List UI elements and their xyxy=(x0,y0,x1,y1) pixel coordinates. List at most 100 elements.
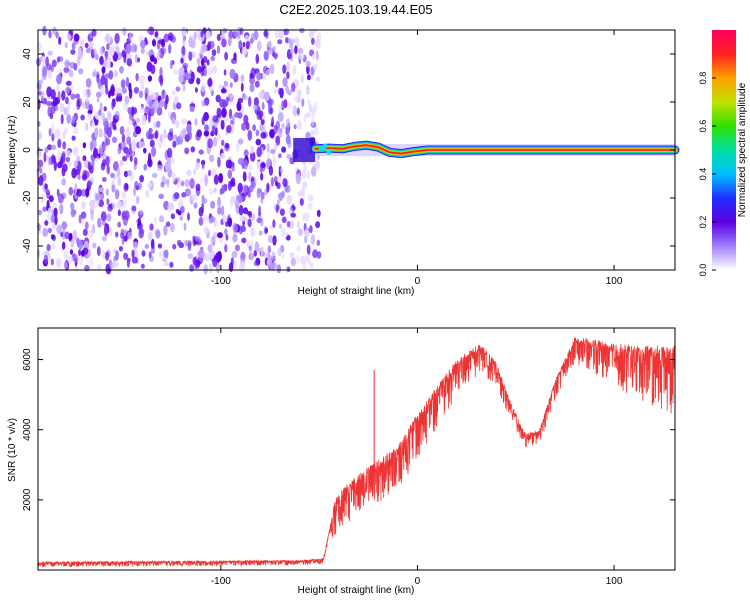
noise-cell xyxy=(105,155,110,167)
noise-cell xyxy=(240,82,244,92)
noise-cell xyxy=(207,138,213,149)
noise-cell xyxy=(67,102,71,113)
noise-cell xyxy=(65,86,69,94)
noise-cell xyxy=(150,238,155,249)
noise-cell xyxy=(120,79,126,89)
noise-cell xyxy=(65,156,71,163)
noise-cell xyxy=(247,129,253,141)
noise-cell xyxy=(104,251,110,261)
noise-cell xyxy=(296,107,300,115)
noise-cell xyxy=(264,91,270,102)
noise-cell xyxy=(99,85,105,96)
noise-cell xyxy=(209,86,213,92)
colorbar-tick-label: 0.4 xyxy=(698,168,708,181)
noise-cell xyxy=(268,253,272,265)
noise-cell xyxy=(302,214,306,221)
noise-cell xyxy=(285,36,289,44)
noise-cell xyxy=(91,121,95,128)
noise-cell xyxy=(273,88,278,95)
noise-cell xyxy=(279,87,284,99)
noise-cell xyxy=(72,146,79,156)
noise-cell xyxy=(138,228,144,239)
noise-cell xyxy=(193,168,197,176)
noise-cell xyxy=(248,171,252,182)
noise-cell xyxy=(186,123,192,134)
noise-cell xyxy=(163,250,169,259)
noise-cell xyxy=(200,177,204,185)
noise-cell xyxy=(73,33,80,42)
noise-cell xyxy=(296,89,302,97)
noise-cell xyxy=(278,29,285,39)
noise-cell xyxy=(213,187,217,193)
noise-cell xyxy=(248,218,252,228)
noise-cell xyxy=(217,207,222,215)
noise-cell xyxy=(184,188,191,197)
noise-cell xyxy=(258,205,262,217)
noise-cell xyxy=(42,227,49,237)
noise-cell xyxy=(310,234,315,246)
noise-cell xyxy=(289,38,295,44)
noise-cell xyxy=(92,71,98,77)
noise-cell xyxy=(73,254,79,263)
noise-cell xyxy=(223,69,227,76)
noise-cell xyxy=(203,226,210,235)
noise-cell xyxy=(129,155,133,162)
noise-cell xyxy=(150,64,156,75)
noise-cell xyxy=(237,157,244,165)
noise-cell xyxy=(59,102,65,113)
x-tick-label: 0 xyxy=(415,576,421,587)
noise-cell xyxy=(309,262,314,269)
noise-cell xyxy=(127,231,133,241)
noise-cell xyxy=(126,169,132,177)
noise-cell xyxy=(72,229,78,241)
noise-cell xyxy=(101,177,107,182)
noise-cell xyxy=(40,193,46,204)
noise-cell xyxy=(253,261,258,266)
noise-cell xyxy=(281,253,285,260)
noise-cell xyxy=(125,43,132,54)
noise-cell xyxy=(290,212,296,218)
noise-cell xyxy=(224,51,229,61)
noise-cell xyxy=(151,172,158,179)
noise-cell xyxy=(191,51,196,59)
noise-cell xyxy=(256,161,261,168)
noise-cell xyxy=(106,165,110,175)
noise-cell xyxy=(301,187,305,197)
noise-cell xyxy=(147,231,153,241)
noise-cell xyxy=(108,90,111,99)
noise-cell xyxy=(237,195,243,203)
noise-cell xyxy=(108,46,115,57)
noise-cell xyxy=(139,75,145,85)
noise-cell xyxy=(157,50,161,61)
noise-cell xyxy=(303,114,307,123)
noise-cell xyxy=(166,157,171,165)
noise-cell xyxy=(254,80,260,88)
noise-cell xyxy=(84,99,90,110)
noise-cell xyxy=(122,155,128,162)
noise-cell xyxy=(90,202,96,211)
noise-cell xyxy=(286,194,292,205)
noise-cell xyxy=(103,131,107,138)
noise-cell xyxy=(297,228,304,237)
noise-cell xyxy=(196,66,203,73)
noise-cell xyxy=(121,87,127,94)
noise-cell xyxy=(260,198,264,204)
noise-cell xyxy=(100,211,107,222)
noise-cell xyxy=(316,76,321,82)
noise-cell xyxy=(63,66,70,73)
noise-cell xyxy=(224,244,228,253)
noise-cell xyxy=(209,216,215,223)
noise-cell xyxy=(273,143,278,151)
noise-cell xyxy=(316,32,322,42)
noise-cell xyxy=(292,105,297,117)
noise-cell xyxy=(44,220,49,226)
noise-cell xyxy=(128,88,133,99)
noise-cell xyxy=(209,188,214,195)
noise-cell xyxy=(85,94,89,103)
noise-cell xyxy=(291,82,296,93)
noise-cell xyxy=(155,229,161,239)
noise-cell xyxy=(207,244,213,253)
noise-cell xyxy=(110,261,114,271)
noise-cell xyxy=(70,208,76,218)
noise-cell xyxy=(170,213,176,220)
